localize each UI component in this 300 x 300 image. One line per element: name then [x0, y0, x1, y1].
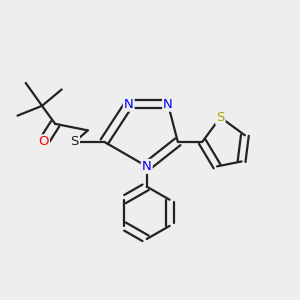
Text: N: N [142, 160, 152, 173]
Text: N: N [163, 98, 173, 111]
Text: N: N [124, 98, 134, 111]
Text: O: O [38, 135, 49, 148]
Text: S: S [216, 111, 224, 124]
Text: S: S [70, 135, 79, 148]
